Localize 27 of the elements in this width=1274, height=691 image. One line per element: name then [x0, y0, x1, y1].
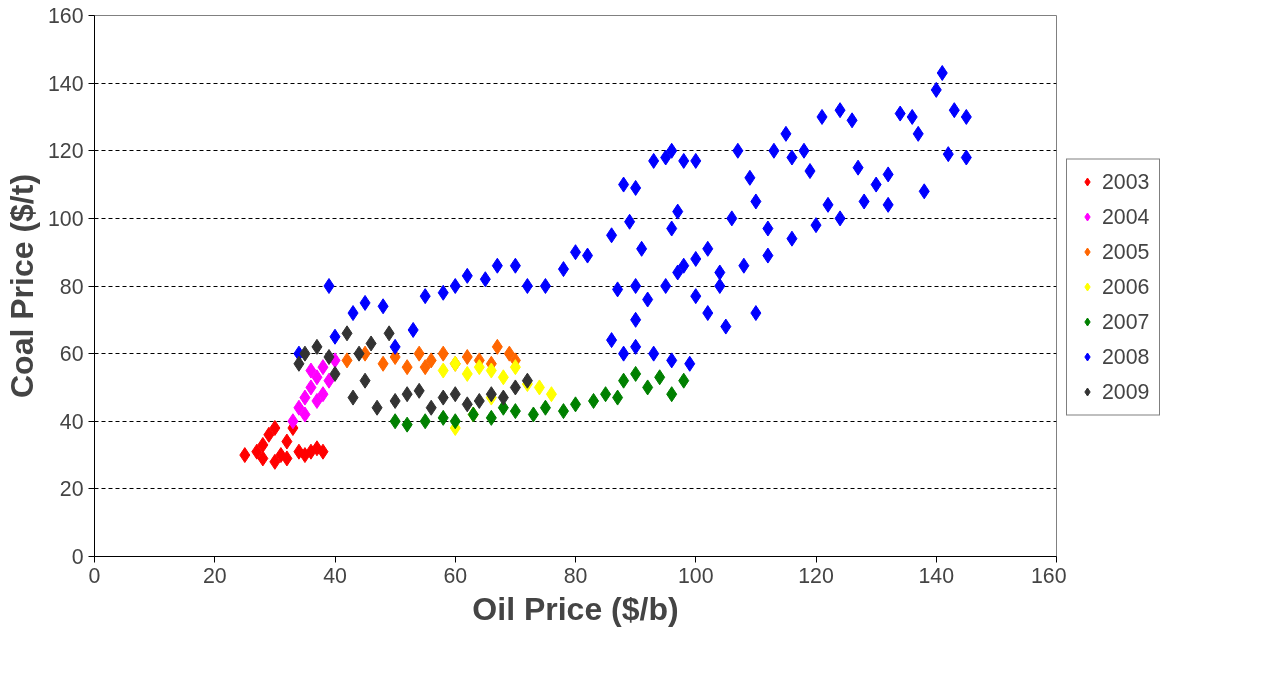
x-tick-label: 100: [677, 563, 714, 588]
x-tick-label: 40: [323, 563, 347, 588]
x-tick-label: 60: [443, 563, 468, 588]
x-tick-label: 20: [202, 563, 227, 588]
legend-label: 2004: [1102, 204, 1150, 229]
y-tick-label: 160: [47, 4, 84, 28]
y-tick-label: 60: [59, 342, 84, 367]
y-tick-label: 80: [59, 274, 84, 299]
y-tick-label: 100: [47, 206, 84, 231]
legend-label: 2006: [1102, 274, 1150, 299]
x-tick-label: 80: [563, 563, 588, 588]
y-tick-label: 140: [47, 71, 84, 96]
x-axis-title: Oil Price ($/b): [472, 590, 679, 627]
legend-label: 2003: [1102, 169, 1150, 194]
legend-label: 2008: [1102, 344, 1150, 369]
legend-label: 2005: [1102, 239, 1150, 264]
y-tick-label: 40: [59, 409, 84, 434]
y-axis-title: Coal Price ($/t): [3, 173, 40, 399]
legend-label: 2007: [1102, 309, 1150, 334]
x-tick-label: 140: [918, 563, 955, 588]
y-tick-label: 0: [71, 545, 84, 569]
x-tick-label: 120: [798, 563, 834, 588]
y-tick-label: 120: [47, 139, 84, 164]
x-tick-label: 160: [1030, 563, 1067, 588]
legend-label: 2009: [1102, 379, 1150, 404]
y-tick-label: 20: [59, 477, 84, 502]
x-tick-label: 0: [88, 563, 101, 588]
